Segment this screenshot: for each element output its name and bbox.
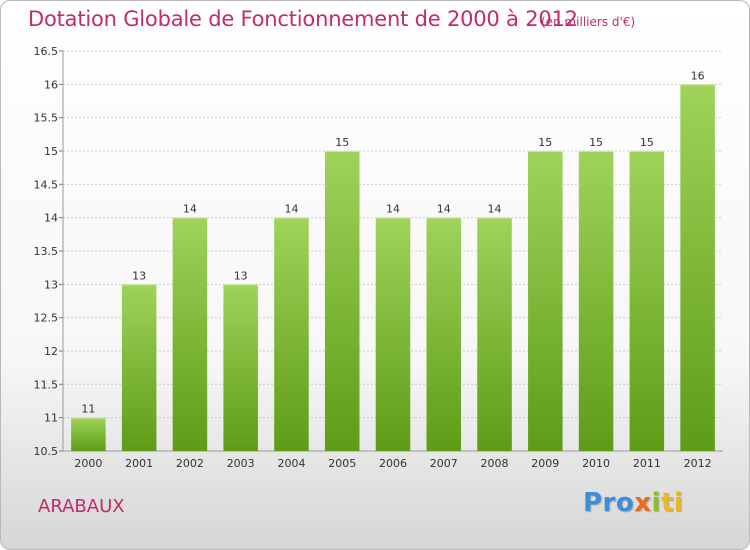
y-tick-label: 14 (44, 212, 58, 225)
x-tick-label: 2009 (531, 457, 559, 470)
bar (121, 284, 157, 451)
x-tick-label: 2003 (227, 457, 255, 470)
x-tick-label: 2004 (277, 457, 305, 470)
bar-value-label: 13 (234, 269, 248, 282)
y-tick-label: 12.5 (34, 312, 59, 325)
bar (528, 151, 563, 451)
logo-part: i (651, 488, 661, 518)
x-tick-label: 2001 (125, 457, 153, 470)
bar (324, 151, 360, 451)
bar (477, 217, 512, 451)
chart-title: Dotation Globale de Fonctionnement de 20… (28, 7, 578, 31)
y-tick-label: 13.5 (34, 245, 59, 258)
bar (680, 84, 715, 451)
bar-value-label: 14 (437, 203, 451, 216)
x-tick-label: 2011 (633, 457, 661, 470)
x-tick-label: 2000 (74, 457, 102, 470)
bar-value-label: 15 (335, 136, 349, 149)
x-tick-label: 2006 (379, 457, 407, 470)
bar-value-label: 14 (284, 203, 298, 216)
bar-value-label: 16 (691, 69, 705, 82)
bar (426, 217, 462, 451)
y-tick-label: 13 (44, 278, 58, 291)
bar-value-label: 15 (640, 136, 654, 149)
x-tick-label: 2005 (328, 457, 356, 470)
bar-value-label: 11 (81, 403, 95, 416)
bar (223, 284, 258, 451)
y-tick-label: 15.5 (34, 112, 59, 125)
bar-value-label: 14 (386, 203, 400, 216)
y-tick-label: 11 (44, 412, 58, 425)
logo-part: Pro (583, 488, 635, 518)
bar (375, 217, 411, 451)
bar (172, 217, 208, 451)
y-tick-label: 16 (44, 78, 58, 91)
bar-value-label: 15 (589, 136, 603, 149)
bar-layer (71, 84, 715, 451)
x-tick-label: 2012 (684, 457, 712, 470)
bar-value-label: 13 (132, 269, 146, 282)
y-tick-label: 10.5 (34, 445, 59, 458)
bar (274, 217, 309, 451)
commune-name: ARABAUX (38, 496, 125, 517)
y-tick-label: 12 (44, 345, 58, 358)
y-tick-label: 14.5 (34, 178, 59, 191)
y-tick-label: 16.5 (34, 45, 59, 58)
bar-value-label: 14 (488, 203, 502, 216)
x-tick-label: 2002 (176, 457, 204, 470)
proxiti-logo: Proxiti (583, 488, 683, 518)
bar-value-label: 14 (183, 203, 197, 216)
label-layer: 11 2000 13 2001 14 2002 13 2003 14 2004 15 2005 14 20… (74, 69, 711, 470)
chart-unit: (en milliers d'€) (541, 15, 636, 29)
bar-value-label: 15 (538, 136, 552, 149)
logo-part: ti (660, 488, 684, 518)
x-tick-label: 2008 (481, 457, 509, 470)
x-tick-label: 2007 (430, 457, 458, 470)
y-tick-label: 15 (44, 145, 58, 158)
bar (629, 151, 665, 451)
y-tick-label: 11.5 (34, 378, 59, 391)
x-tick-label: 2010 (582, 457, 610, 470)
logo-part: x (634, 488, 652, 518)
bar (578, 151, 614, 451)
bar (71, 417, 106, 451)
